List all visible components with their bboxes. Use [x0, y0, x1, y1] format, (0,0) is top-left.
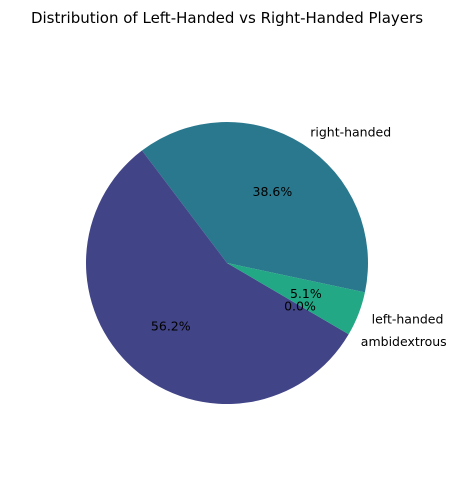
slice-percent-label: 56.2% — [151, 319, 191, 334]
pie-slices — [85, 122, 369, 404]
slice-label: left-handed — [372, 312, 444, 327]
pie-slice — [141, 122, 369, 293]
slice-percent-label: 0.0% — [284, 298, 316, 313]
pie-slice — [85, 150, 349, 404]
chart-title: Distribution of Left-Handed vs Right-Han… — [31, 9, 423, 27]
pie-slice — [227, 263, 365, 335]
slice-label: right-handed — [310, 125, 391, 140]
slice-percent-label: 5.1% — [290, 286, 322, 301]
slice-percent-label: 38.6% — [253, 184, 293, 199]
pie-labels: right-handed 38.6% 56.2% ambidextrous 0.0% le… — [151, 125, 447, 349]
slice-label: ambidextrous — [361, 334, 447, 349]
